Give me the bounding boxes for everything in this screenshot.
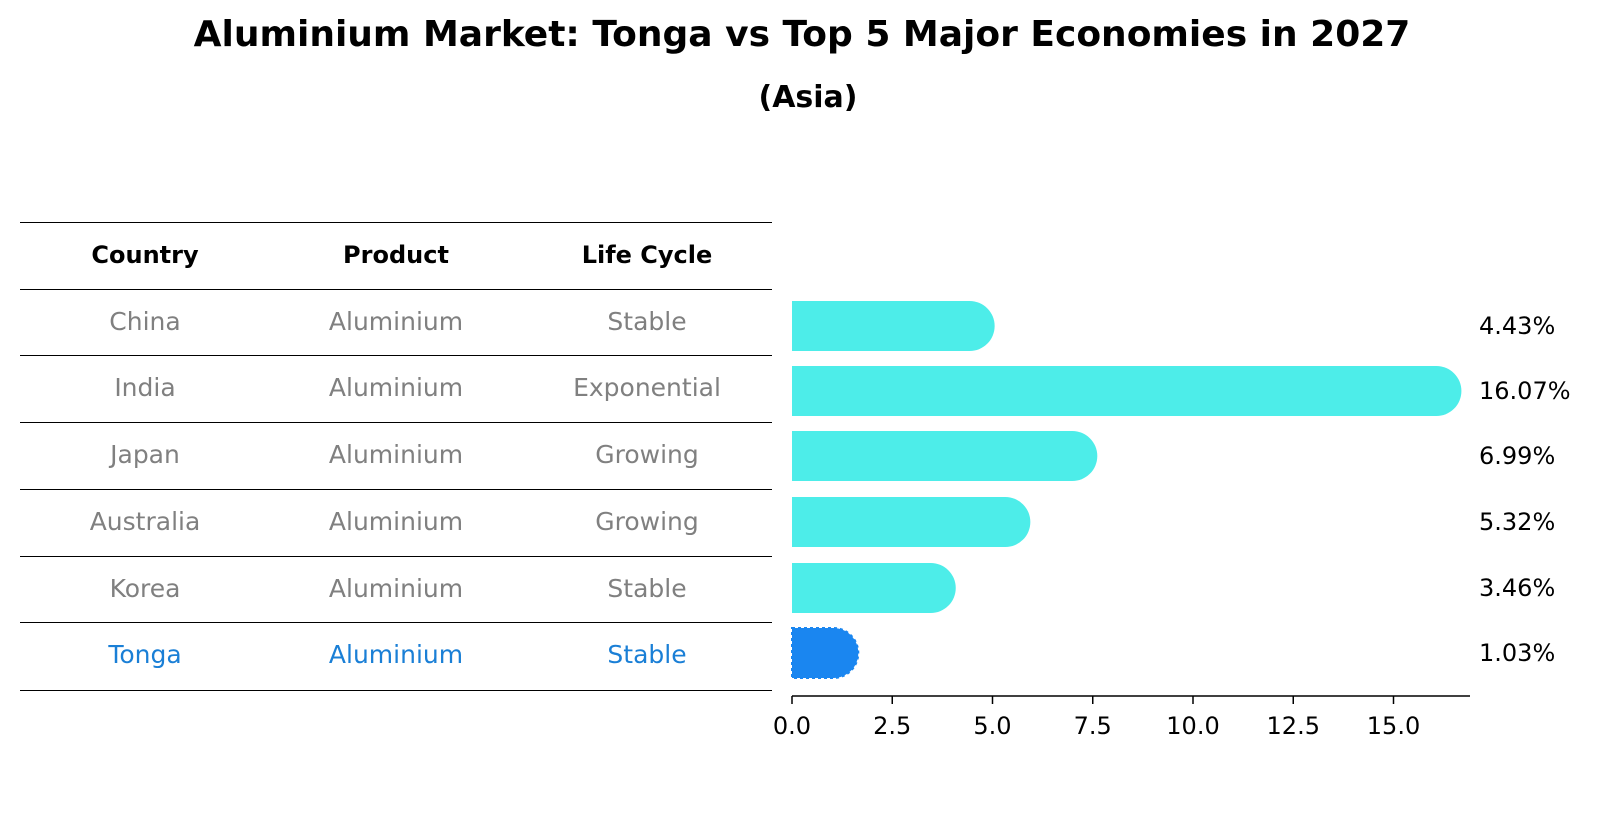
header-country: Country [91,241,199,269]
bar-japan [792,431,1098,481]
value-label-korea: 3.46% [1479,574,1555,602]
cell-country: Australia [89,507,201,536]
x-tick-label: 0.0 [773,712,811,740]
chart-title: Aluminium Market: Tonga vs Top 5 Major E… [193,14,1411,55]
cell-life-cycle: Growing [595,440,699,469]
table-rule [20,622,772,623]
cell-product: Aluminium [328,640,464,669]
cell-product: Aluminium [328,373,464,402]
chart-subtitle: (Asia) [758,80,858,115]
bar-tonga [791,627,860,679]
value-label-japan: 6.99% [1479,442,1555,470]
value-label-china: 4.43% [1479,312,1555,340]
table-top-rule [20,222,772,223]
table-rule [20,422,772,423]
cell-product: Aluminium [328,507,464,536]
table-rule [20,489,772,490]
table-rule [20,289,772,290]
table-rule [20,556,772,557]
table-row-korea: Korea Aluminium Stable [20,556,772,622]
cell-product: Aluminium [328,574,464,603]
table-row-china: China Aluminium Stable [20,289,772,355]
x-tick-label: 7.5 [1074,712,1112,740]
bar-group [791,301,1462,679]
header-product: Product [343,241,449,269]
x-tick-label: 5.0 [973,712,1011,740]
cell-country: Korea [109,574,181,603]
bar-korea [792,563,956,613]
table-bottom-rule [20,690,772,691]
bar-china [792,301,995,351]
value-label-tonga: 1.03% [1479,639,1555,667]
cell-country: Japan [110,440,180,469]
bar-australia [792,497,1031,547]
cell-country: India [114,373,176,402]
table-row-japan: Japan Aluminium Growing [20,422,772,488]
table-row-india: India Aluminium Exponential [20,355,772,421]
value-label-india: 16.07% [1479,377,1571,405]
x-axis: 0.0 2.5 5.0 7.5 10.0 12.5 15.0 [773,695,1470,740]
bar-india [792,366,1462,416]
cell-country: Tonga [108,640,182,669]
x-tick-label: 10.0 [1166,712,1219,740]
table-row-australia: Australia Aluminium Growing [20,489,772,555]
x-tick-label: 12.5 [1267,712,1320,740]
value-label-group: 4.43% 16.07% 6.99% 5.32% 3.46% 1.03% [1479,312,1571,667]
cell-country: China [109,307,181,336]
cell-product: Aluminium [328,440,464,469]
x-tick-label: 2.5 [873,712,911,740]
table-row-tonga: Tonga Aluminium Stable [20,622,772,688]
cell-life-cycle: Exponential [573,373,721,402]
value-label-australia: 5.32% [1479,508,1555,536]
cell-life-cycle: Stable [607,574,687,603]
cell-life-cycle: Stable [607,640,687,669]
cell-life-cycle: Growing [595,507,699,536]
x-tick-label: 15.0 [1367,712,1420,740]
header-life-cycle: Life Cycle [581,241,713,269]
table-rule [20,355,772,356]
cell-life-cycle: Stable [607,307,687,336]
cell-product: Aluminium [328,307,464,336]
table-header-row: Country Product Life Cycle [20,222,772,288]
